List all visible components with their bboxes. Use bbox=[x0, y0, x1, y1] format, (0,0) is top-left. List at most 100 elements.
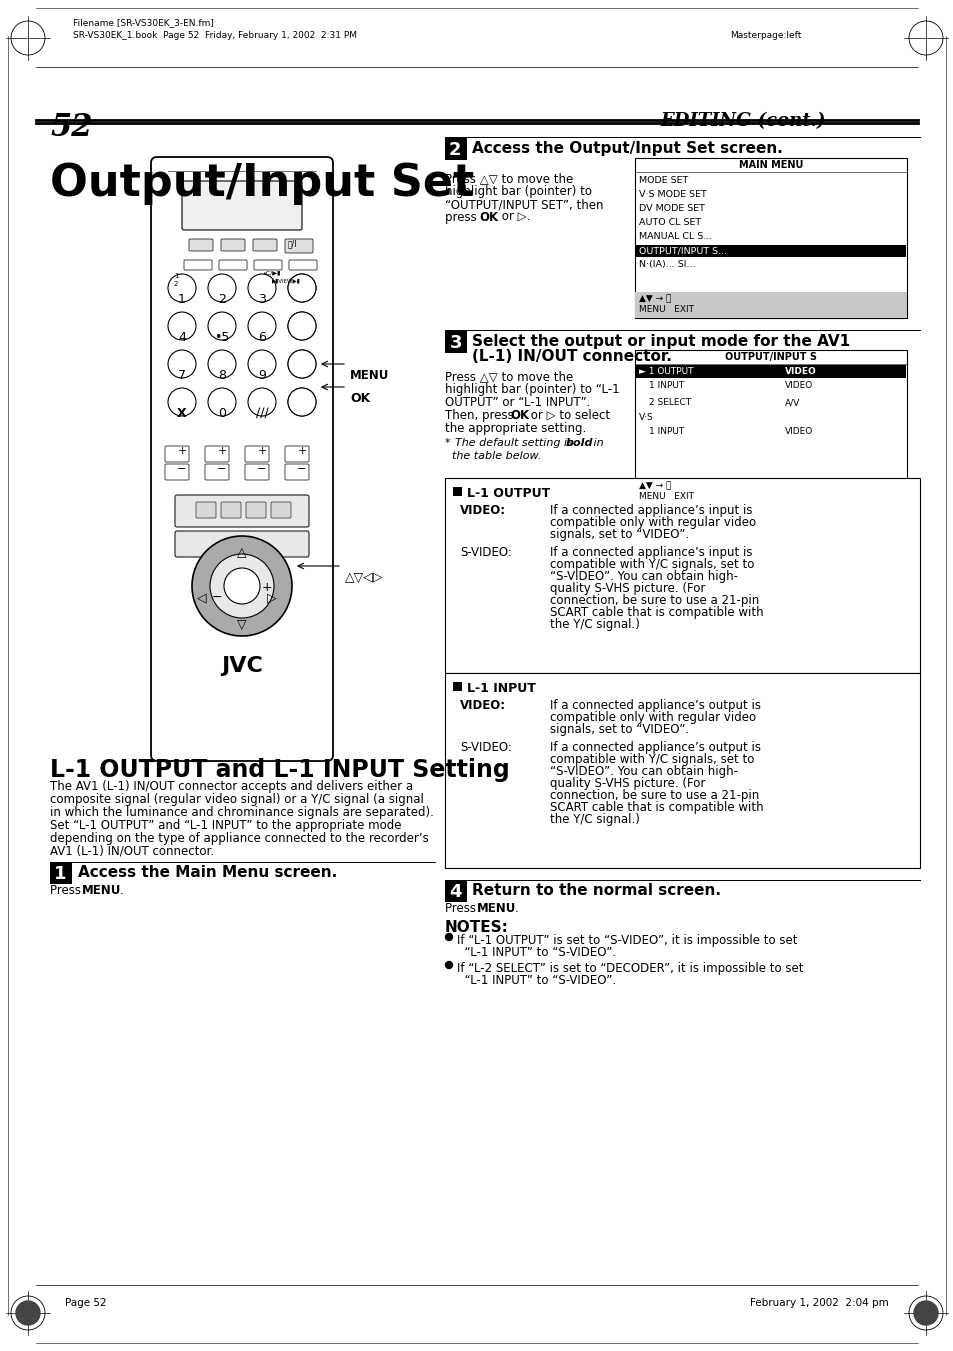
Text: S-VIDEO:: S-VIDEO: bbox=[459, 546, 512, 559]
Circle shape bbox=[224, 567, 260, 604]
Circle shape bbox=[192, 536, 292, 636]
Circle shape bbox=[445, 934, 452, 940]
Text: 1 INPUT: 1 INPUT bbox=[648, 427, 683, 436]
Text: (L-1) IN/OUT connector.: (L-1) IN/OUT connector. bbox=[472, 349, 671, 363]
Text: connection, be sure to use a 21-pin: connection, be sure to use a 21-pin bbox=[550, 789, 759, 802]
Text: DV MODE SET: DV MODE SET bbox=[639, 204, 704, 213]
Circle shape bbox=[208, 350, 235, 378]
Text: compatible only with regular video: compatible only with regular video bbox=[550, 516, 756, 530]
FancyBboxPatch shape bbox=[285, 239, 313, 253]
FancyBboxPatch shape bbox=[271, 503, 291, 517]
Text: or ▷.: or ▷. bbox=[497, 211, 530, 224]
Text: VIDEO:: VIDEO: bbox=[459, 698, 506, 712]
Text: L-1 OUTPUT: L-1 OUTPUT bbox=[467, 486, 550, 500]
Text: compatible only with regular video: compatible only with regular video bbox=[550, 711, 756, 724]
Text: ▶▮VIEW▶▮: ▶▮VIEW▶▮ bbox=[272, 278, 300, 282]
Bar bbox=[636, 365, 905, 378]
Text: X: X bbox=[177, 407, 187, 420]
Text: −: − bbox=[217, 463, 227, 474]
Text: If “L-2 SELECT” is set to “DECODER”, it is impossible to set: If “L-2 SELECT” is set to “DECODER”, it … bbox=[456, 962, 802, 975]
Text: △▽◁▷: △▽◁▷ bbox=[345, 571, 383, 584]
Text: NOTES:: NOTES: bbox=[444, 920, 508, 935]
Text: MAIN MENU: MAIN MENU bbox=[738, 159, 802, 170]
Circle shape bbox=[288, 274, 315, 303]
Bar bbox=[453, 682, 461, 690]
Text: S-VIDEO:: S-VIDEO: bbox=[459, 740, 512, 754]
Circle shape bbox=[168, 274, 195, 303]
FancyBboxPatch shape bbox=[219, 259, 247, 270]
Text: ◁: ◁ bbox=[197, 590, 207, 604]
FancyBboxPatch shape bbox=[253, 259, 282, 270]
Text: quality S-VHS picture. (For: quality S-VHS picture. (For bbox=[550, 582, 704, 594]
FancyBboxPatch shape bbox=[253, 239, 276, 251]
Text: compatible with Y/C signals, set to: compatible with Y/C signals, set to bbox=[550, 753, 754, 766]
Text: “S-VIDEO”. You can obtain high-: “S-VIDEO”. You can obtain high- bbox=[550, 570, 738, 584]
Text: MANUAL CL S...: MANUAL CL S... bbox=[639, 232, 712, 240]
Text: “L-1 INPUT” to “S-VIDEO”.: “L-1 INPUT” to “S-VIDEO”. bbox=[456, 946, 616, 959]
Text: Press △▽ to move the: Press △▽ to move the bbox=[444, 370, 573, 382]
Text: ⏻/I: ⏻/I bbox=[288, 239, 297, 249]
Text: 3: 3 bbox=[258, 293, 266, 305]
Text: 2: 2 bbox=[449, 141, 461, 159]
Text: signals, set to “VIDEO”.: signals, set to “VIDEO”. bbox=[550, 528, 688, 540]
Text: compatible with Y/C signals, set to: compatible with Y/C signals, set to bbox=[550, 558, 754, 571]
Text: the appropriate setting.: the appropriate setting. bbox=[444, 422, 586, 435]
Text: ▲▼ → ⓪: ▲▼ → ⓪ bbox=[639, 295, 671, 303]
Text: +: + bbox=[297, 446, 306, 457]
Text: 6: 6 bbox=[258, 331, 266, 345]
Text: −: − bbox=[212, 590, 222, 604]
Bar bbox=[635, 292, 906, 317]
Text: OK: OK bbox=[510, 409, 529, 422]
Text: If a connected appliance’s input is: If a connected appliance’s input is bbox=[550, 546, 752, 559]
Text: Filename [SR-VS30EK_3-EN.fm]: Filename [SR-VS30EK_3-EN.fm] bbox=[73, 18, 213, 27]
Bar bbox=[444, 478, 919, 673]
Text: .: . bbox=[515, 902, 518, 915]
Circle shape bbox=[248, 312, 275, 340]
Text: Select the output or input mode for the AV1: Select the output or input mode for the … bbox=[472, 334, 849, 349]
Text: Masterpage:left: Masterpage:left bbox=[729, 31, 801, 41]
Text: −: − bbox=[257, 463, 267, 474]
Text: MODE SET: MODE SET bbox=[639, 176, 687, 185]
Text: OK: OK bbox=[478, 211, 497, 224]
Text: .: . bbox=[120, 884, 124, 897]
Text: ▲▼ → ⓪: ▲▼ → ⓪ bbox=[639, 481, 671, 490]
FancyBboxPatch shape bbox=[195, 503, 215, 517]
FancyBboxPatch shape bbox=[184, 259, 212, 270]
Text: Access the Output/Input Set screen.: Access the Output/Input Set screen. bbox=[472, 141, 782, 155]
Text: If a connected appliance’s output is: If a connected appliance’s output is bbox=[550, 740, 760, 754]
Text: L-1 INPUT: L-1 INPUT bbox=[467, 682, 536, 694]
Text: 9: 9 bbox=[258, 369, 266, 382]
Text: L-1 OUTPUT and L-1 INPUT Setting: L-1 OUTPUT and L-1 INPUT Setting bbox=[50, 758, 509, 782]
FancyBboxPatch shape bbox=[221, 503, 241, 517]
FancyBboxPatch shape bbox=[174, 531, 309, 557]
Circle shape bbox=[208, 274, 235, 303]
Text: AV1 (L-1) IN/OUT connector.: AV1 (L-1) IN/OUT connector. bbox=[50, 844, 213, 858]
Text: 1 INPUT: 1 INPUT bbox=[648, 381, 683, 390]
Text: 1: 1 bbox=[178, 293, 186, 305]
Text: ∕∕∕: ∕∕∕ bbox=[255, 407, 268, 420]
Text: Access the Main Menu screen.: Access the Main Menu screen. bbox=[78, 865, 337, 880]
Text: MENU   EXIT: MENU EXIT bbox=[639, 305, 693, 313]
Text: 4: 4 bbox=[178, 331, 186, 345]
Text: or ▷ to select: or ▷ to select bbox=[526, 409, 610, 422]
Bar bbox=[50, 862, 71, 884]
FancyBboxPatch shape bbox=[165, 463, 189, 480]
Text: the table below.: the table below. bbox=[444, 451, 540, 461]
Text: MENU: MENU bbox=[350, 369, 389, 382]
Text: OUTPUT/INPUT S...: OUTPUT/INPUT S... bbox=[639, 246, 726, 255]
Text: MENU: MENU bbox=[82, 884, 121, 897]
Text: depending on the type of appliance connected to the recorder’s: depending on the type of appliance conne… bbox=[50, 832, 428, 844]
Text: 52: 52 bbox=[50, 112, 92, 143]
Text: −: − bbox=[177, 463, 187, 474]
Circle shape bbox=[445, 962, 452, 969]
Bar bbox=[444, 880, 467, 902]
Circle shape bbox=[168, 350, 195, 378]
Text: 1: 1 bbox=[173, 273, 178, 280]
Text: Press △▽ to move the: Press △▽ to move the bbox=[444, 172, 573, 185]
Text: N·(IA)... SI...: N·(IA)... SI... bbox=[639, 259, 695, 269]
Text: A/V: A/V bbox=[784, 399, 800, 407]
Text: +: + bbox=[217, 446, 227, 457]
Text: “S-VIDEO”. You can obtain high-: “S-VIDEO”. You can obtain high- bbox=[550, 765, 738, 778]
Text: OUTPUT” or “L-1 INPUT”.: OUTPUT” or “L-1 INPUT”. bbox=[444, 396, 590, 409]
Text: Return to the normal screen.: Return to the normal screen. bbox=[472, 884, 720, 898]
